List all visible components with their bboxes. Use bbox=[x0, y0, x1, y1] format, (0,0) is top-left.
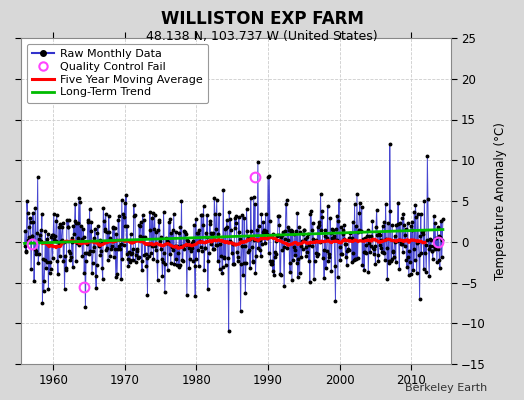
Y-axis label: Temperature Anomaly (°C): Temperature Anomaly (°C) bbox=[494, 122, 507, 280]
Legend: Raw Monthly Data, Quality Control Fail, Five Year Moving Average, Long-Term Tren: Raw Monthly Data, Quality Control Fail, … bbox=[27, 44, 208, 103]
Text: Berkeley Earth: Berkeley Earth bbox=[405, 383, 487, 393]
Text: 48.138 N, 103.737 W (United States): 48.138 N, 103.737 W (United States) bbox=[146, 30, 378, 43]
Text: WILLISTON EXP FARM: WILLISTON EXP FARM bbox=[160, 10, 364, 28]
